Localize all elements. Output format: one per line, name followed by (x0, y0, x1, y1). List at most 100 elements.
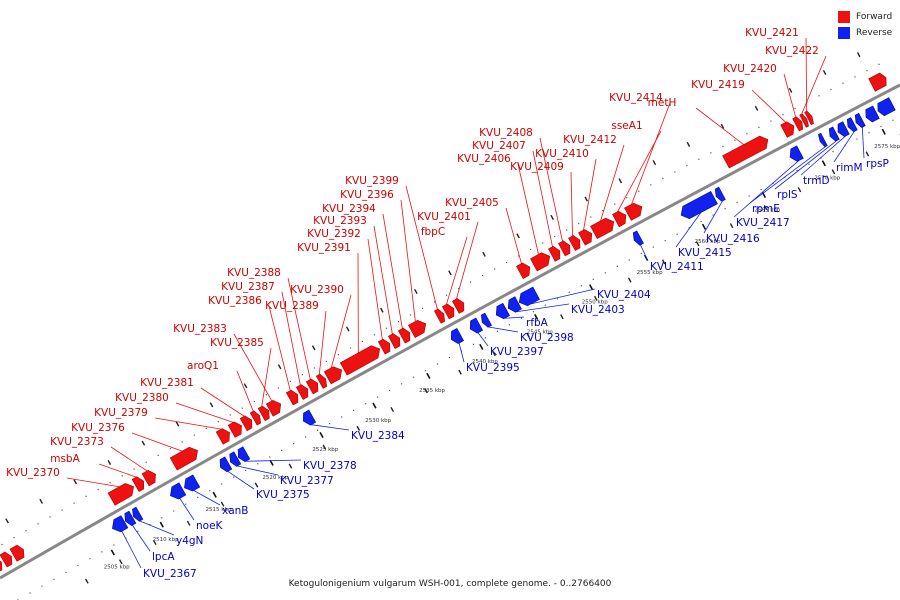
gene-label-kvu-2417[interactable]: KVU_2417 (736, 217, 790, 229)
gene-kvu-2401[interactable] (451, 298, 465, 314)
gene-label-rimm[interactable]: rimM (836, 162, 863, 174)
gene-label-kvu-2379[interactable]: KVU_2379 (94, 407, 148, 419)
gene-kvu-2409[interactable] (568, 235, 581, 251)
gene-rfba[interactable] (495, 302, 511, 320)
gene-kvu-2404[interactable] (518, 286, 540, 307)
gene-label-kvu-2378[interactable]: KVU_2378 (303, 460, 357, 472)
gene-kvu-2419[interactable] (780, 121, 795, 138)
gene-ssea1[interactable] (612, 210, 627, 228)
gene-rpme[interactable] (818, 132, 828, 148)
gene-kvu-2389[interactable] (315, 373, 328, 389)
gene-kvu-2399[interactable] (433, 308, 446, 324)
gene-kvu-2405[interactable] (516, 262, 531, 280)
gene-aroq1[interactable] (249, 410, 262, 426)
gene-label-kvu-2395[interactable]: KVU_2395 (466, 362, 520, 374)
gene-label-kvu-2403[interactable]: KVU_2403 (571, 304, 625, 316)
gene-rpsp[interactable] (854, 112, 866, 128)
gene-kvu-2367[interactable] (112, 515, 129, 533)
gene-label-kvu-2394[interactable]: KVU_2394 (322, 203, 376, 215)
gene-label-kvu-2383[interactable]: KVU_2383 (173, 323, 227, 335)
gene-label-kvu-2398[interactable]: KVU_2398 (520, 332, 574, 344)
gene-trmd[interactable] (837, 121, 850, 137)
gene-kvu-2410[interactable] (578, 229, 593, 246)
gene-kvu-2392[interactable] (377, 338, 391, 355)
gene-kvu-2381[interactable] (239, 415, 253, 432)
gene-kvu-2416[interactable] (714, 186, 726, 202)
gene-meth[interactable] (722, 135, 769, 169)
gene-kvu-2375[interactable] (219, 456, 233, 473)
gene-label-kvu-2381[interactable]: KVU_2381 (140, 377, 194, 389)
gene-rimm[interactable] (846, 117, 858, 133)
gene-label-trmd[interactable]: trmD (803, 175, 830, 187)
gene-kvu-2411[interactable] (632, 230, 644, 246)
gene-label-kvu-2401[interactable]: KVU_2401 (417, 211, 471, 223)
gene-label-kvu-2421[interactable]: KVU_2421 (745, 27, 799, 39)
gene-label-aroq1[interactable]: aroQ1 (187, 360, 219, 372)
gene-label-kvu-2390[interactable]: KVU_2390 (290, 284, 344, 296)
gene-kvu-2378[interactable] (237, 446, 251, 463)
gene-label-kvu-2415[interactable]: KVU_2415 (678, 247, 732, 259)
gene-label-kvu-2389[interactable]: KVU_2389 (265, 300, 319, 312)
gene-fbpc[interactable] (441, 303, 455, 320)
gene-label-kvu-2373[interactable]: KVU_2373 (50, 436, 104, 448)
gene-label-kvu-2406[interactable]: KVU_2406 (457, 153, 511, 165)
gene-kvu-2384[interactable] (302, 409, 317, 426)
gene-label-rpls[interactable]: rplS (777, 189, 798, 201)
gene-kvu-2386[interactable] (285, 389, 299, 406)
gene-kvu-2417[interactable] (789, 145, 804, 162)
gene-kvu-2394[interactable] (397, 327, 411, 344)
gene-label-kvu-2416[interactable]: KVU_2416 (706, 233, 760, 245)
gene-kvu-2395[interactable] (450, 327, 465, 344)
gene-label-kvu-2420[interactable]: KVU_2420 (723, 63, 777, 75)
gene-kvu-2396[interactable] (407, 319, 427, 339)
gene-y4gn[interactable] (132, 506, 144, 522)
gene-kvu-2390[interactable] (323, 366, 343, 385)
gene-label-kvu-2405[interactable]: KVU_2405 (445, 197, 499, 209)
gene-kvu-2407[interactable] (548, 245, 561, 262)
gene-kvu-2383[interactable] (265, 399, 282, 417)
gene-label-meth[interactable]: metH (648, 97, 677, 109)
gene-kvu-2388[interactable] (305, 378, 319, 395)
gene-label-kvu-2387[interactable]: KVU_2387 (221, 281, 275, 293)
gene-label-kvu-2399[interactable]: KVU_2399 (345, 175, 399, 187)
gene-label-rfba[interactable]: rfbA (526, 317, 549, 329)
gene-label-y4gn[interactable]: y4gN (176, 535, 203, 547)
gene-label-kvu-2412[interactable]: KVU_2412 (563, 134, 617, 146)
gene-label-kvu-2392[interactable]: KVU_2392 (307, 228, 361, 240)
gene-kvu-2377[interactable] (229, 451, 242, 467)
gene-label-kvu-2391[interactable]: KVU_2391 (297, 242, 351, 254)
gene-label-kvu-2409[interactable]: KVU_2409 (510, 161, 564, 173)
gene-noek[interactable] (170, 482, 187, 500)
gene-lpca[interactable] (124, 510, 137, 527)
gene-kvu-2387[interactable] (295, 384, 309, 400)
gene-label-ssea1[interactable]: sseA1 (611, 120, 642, 132)
gene-kvu-2379[interactable] (215, 428, 230, 445)
gene-label-kvu-2388[interactable]: KVU_2388 (227, 267, 281, 279)
gene-label-kvu-2377[interactable]: KVU_2377 (280, 475, 334, 487)
gene-label-kvu-2386[interactable]: KVU_2386 (208, 295, 262, 307)
gene-kvu-2406[interactable] (530, 252, 551, 272)
gene-kvu-2391[interactable] (339, 345, 381, 376)
gene-kvu-2380[interactable] (227, 421, 242, 438)
gene-label-fbpc[interactable]: fbpC (421, 226, 445, 238)
gene-label-kvu-2408[interactable]: KVU_2408 (479, 127, 533, 139)
gene-kvu-2415[interactable] (680, 190, 718, 220)
gene-kvu-2408[interactable] (558, 240, 571, 257)
gene-label-kvu-2419[interactable]: KVU_2419 (691, 79, 745, 91)
gene-label-kvu-2414[interactable]: KVU_2414 (609, 92, 663, 104)
gene-label-kvu-2411[interactable]: KVU_2411 (650, 261, 704, 273)
gene-label-kvu-2393[interactable]: KVU_2393 (313, 215, 367, 227)
gene-label-noek[interactable]: noeK (196, 520, 224, 532)
gene-label-kvu-2367[interactable]: KVU_2367 (143, 568, 197, 580)
gene-kvu-2397[interactable] (469, 317, 484, 334)
gene-label-lpca[interactable]: lpcA (152, 551, 175, 563)
gene-label-kvu-2376[interactable]: KVU_2376 (71, 422, 125, 434)
gene-label-kvu-2404[interactable]: KVU_2404 (597, 289, 651, 301)
gene-kvu-2398[interactable] (480, 312, 493, 328)
gene-kvu-2403[interactable] (507, 296, 522, 313)
gene-rpls[interactable] (828, 126, 840, 142)
gene-label-kvu-2410[interactable]: KVU_2410 (535, 148, 589, 160)
gene-kvu-2393[interactable] (387, 333, 401, 350)
gene-label-rpsp[interactable]: rpsP (866, 158, 889, 170)
gene-label-kvu-2397[interactable]: KVU_2397 (490, 346, 544, 358)
